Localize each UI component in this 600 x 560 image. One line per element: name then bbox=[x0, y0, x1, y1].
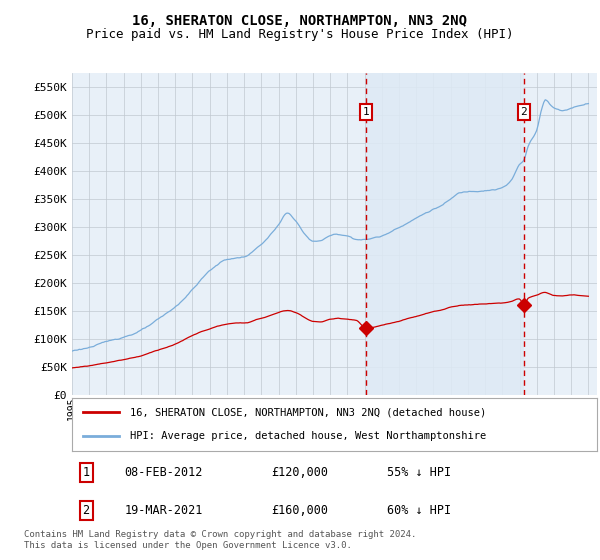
Text: 16, SHERATON CLOSE, NORTHAMPTON, NN3 2NQ: 16, SHERATON CLOSE, NORTHAMPTON, NN3 2NQ bbox=[133, 14, 467, 28]
Text: 1: 1 bbox=[83, 466, 89, 479]
Text: 19-MAR-2021: 19-MAR-2021 bbox=[125, 504, 203, 517]
Text: 1: 1 bbox=[363, 107, 370, 117]
Text: 2: 2 bbox=[83, 504, 89, 517]
Bar bbox=[367, 73, 524, 395]
Text: 08-FEB-2012: 08-FEB-2012 bbox=[125, 466, 203, 479]
Text: HPI: Average price, detached house, West Northamptonshire: HPI: Average price, detached house, West… bbox=[130, 431, 486, 441]
Text: £160,000: £160,000 bbox=[271, 504, 329, 517]
Text: 16, SHERATON CLOSE, NORTHAMPTON, NN3 2NQ (detached house): 16, SHERATON CLOSE, NORTHAMPTON, NN3 2NQ… bbox=[130, 408, 486, 418]
Text: 2: 2 bbox=[520, 107, 527, 117]
Text: Price paid vs. HM Land Registry's House Price Index (HPI): Price paid vs. HM Land Registry's House … bbox=[86, 28, 514, 41]
Text: 60% ↓ HPI: 60% ↓ HPI bbox=[387, 504, 451, 517]
Text: Contains HM Land Registry data © Crown copyright and database right 2024.
This d: Contains HM Land Registry data © Crown c… bbox=[23, 530, 416, 550]
Text: 55% ↓ HPI: 55% ↓ HPI bbox=[387, 466, 451, 479]
Text: £120,000: £120,000 bbox=[271, 466, 329, 479]
